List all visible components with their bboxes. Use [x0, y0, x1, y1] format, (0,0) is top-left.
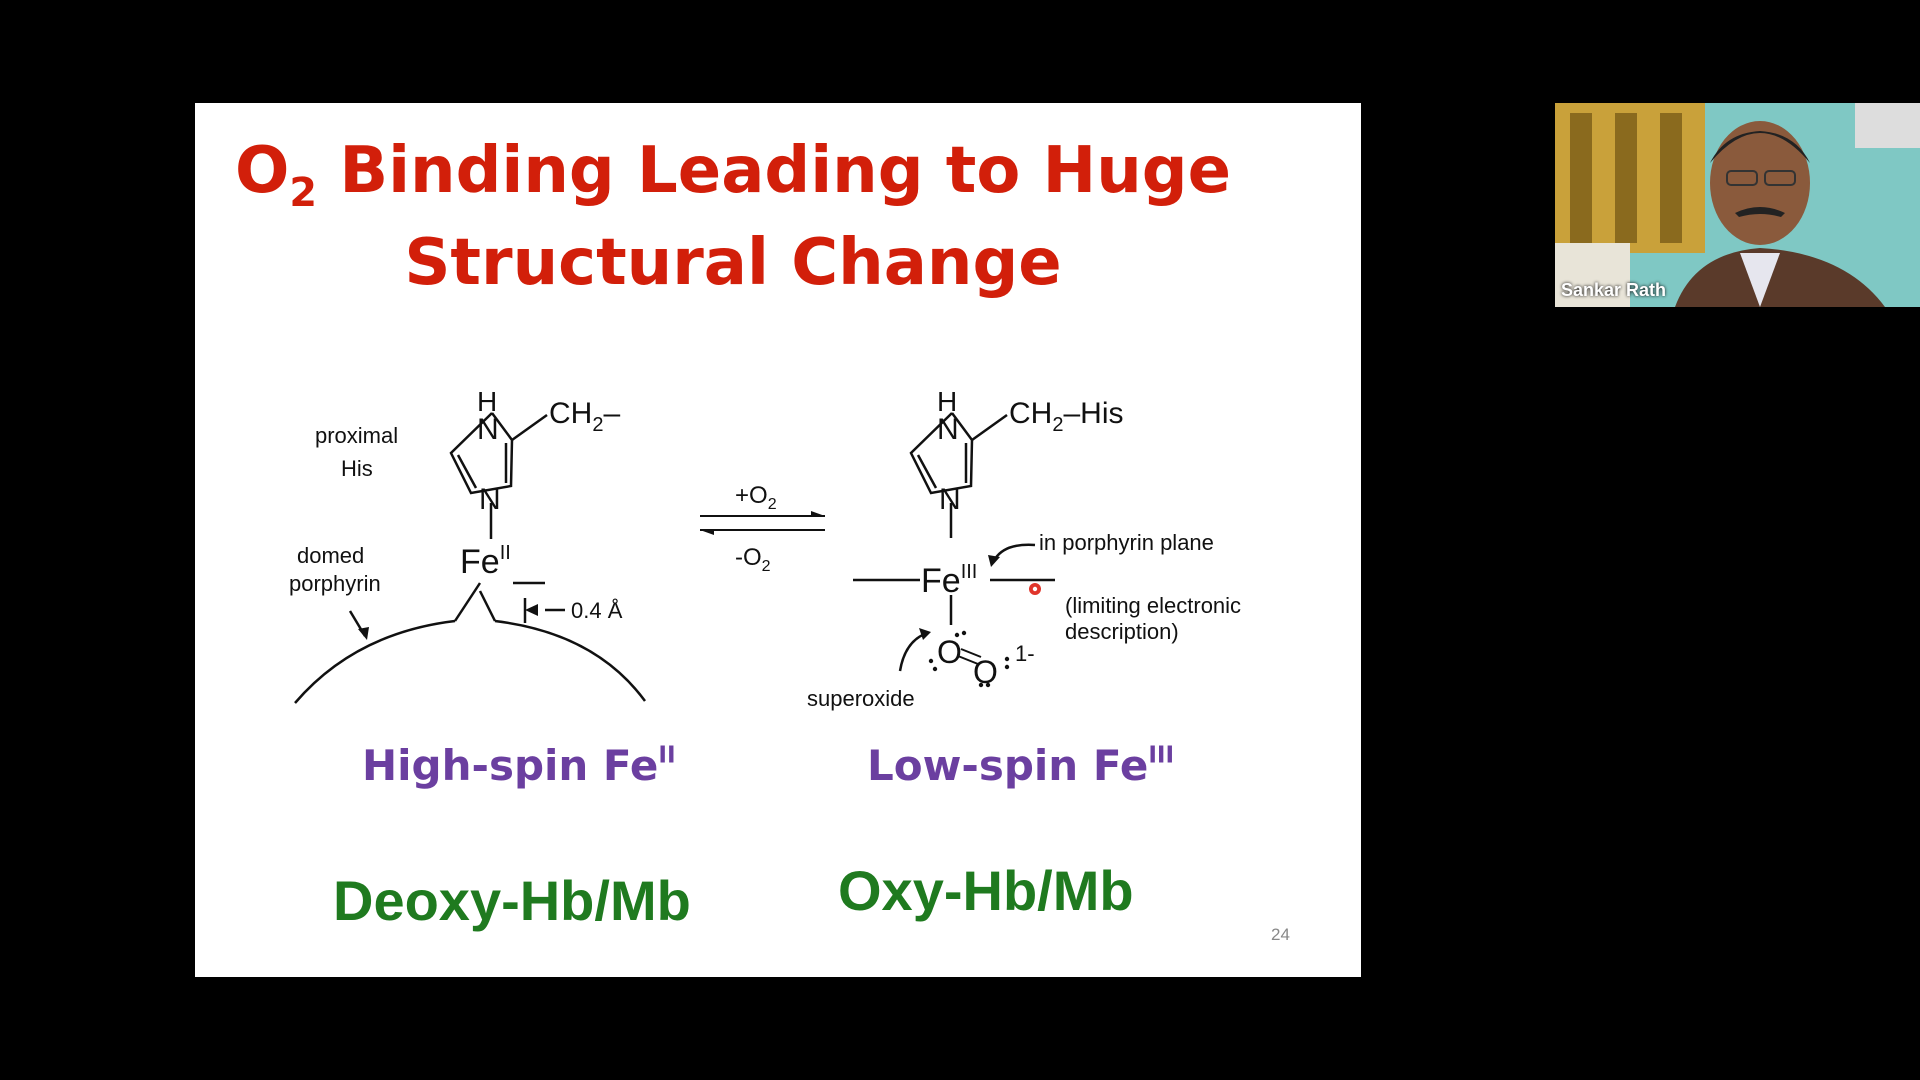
domed-arrowhead [358, 627, 369, 640]
oxy-o1: O [937, 634, 962, 670]
slide-page-number: 24 [1271, 925, 1290, 944]
label-charge: 1- [1015, 641, 1035, 666]
deoxy-label: Deoxy-Hb/Mb [333, 869, 691, 932]
forward-arrowhead [811, 511, 825, 516]
laser-pointer-core [1032, 586, 1038, 592]
label-distance: 0.4 Å [571, 598, 623, 623]
label-limiting-1: (limiting electronic [1065, 593, 1241, 618]
heme-binding-diagram: H N N CH2– FeII proximal His domed porph… [289, 386, 1241, 711]
oxy-ch2-his: CH2–His [1009, 397, 1123, 436]
oxy-n-bottom: N [939, 483, 961, 516]
oo-double-bond [957, 648, 982, 665]
forward-label: +O2 [735, 482, 777, 513]
slide-title-line2: Structural Change [404, 226, 1062, 300]
presentation-slide: O2 Binding Leading to Huge Structural Ch… [195, 103, 1361, 977]
presenter-name: Sankar Rath [1561, 280, 1667, 300]
oxy-structure [853, 412, 1055, 672]
deoxy-n-bottom: N [479, 483, 501, 516]
high-spin-label: High-spin FeII [362, 741, 676, 790]
oxy-o2: O [973, 654, 998, 690]
distance-arrowhead [525, 604, 538, 616]
label-superoxide: superoxide [807, 686, 915, 711]
presenter-video-tile[interactable]: Sankar Rath [1555, 103, 1920, 307]
deoxy-h: H [477, 386, 497, 417]
title-rest: Binding Leading to Huge [317, 134, 1231, 208]
oxy-label: Oxy-Hb/Mb [838, 859, 1134, 922]
label-limiting-2: description) [1065, 619, 1179, 644]
oxy-h: H [937, 386, 957, 417]
presenter-video-feed [1555, 103, 1920, 307]
deoxy-ch2: CH2– [549, 397, 620, 436]
low-spin-label: Low-spin FeIII [867, 741, 1175, 790]
title-o: O [235, 134, 290, 208]
label-domed: domed [297, 543, 364, 568]
equilibrium-arrows [700, 515, 825, 531]
deoxy-fe: FeII [460, 542, 511, 581]
reverse-label: -O2 [735, 544, 771, 575]
reverse-arrowhead [700, 530, 714, 535]
label-in-plane: in porphyrin plane [1039, 530, 1214, 555]
oxy-n-top: N [937, 413, 959, 446]
label-proximal: proximal [315, 423, 398, 448]
label-porphyrin: porphyrin [289, 571, 381, 596]
oxy-fe: FeIII [921, 561, 977, 600]
title-subscript: 2 [289, 169, 318, 216]
superoxide-arrowhead [919, 628, 931, 640]
in-plane-arrowhead [988, 555, 1000, 567]
deoxy-n-top: N [477, 413, 499, 446]
lone-pair-dots [928, 630, 1010, 688]
slide-title-line1: O2 Binding Leading to Huge [150, 139, 1316, 213]
label-his: His [341, 456, 373, 481]
